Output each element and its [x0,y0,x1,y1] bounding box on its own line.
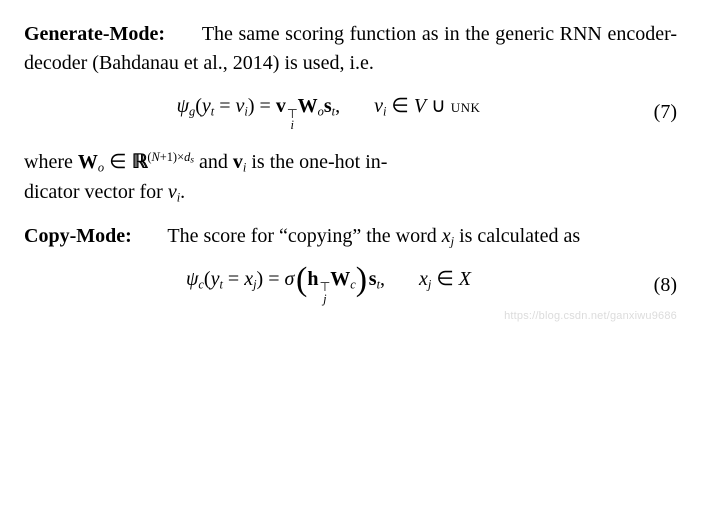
psi: ψ [186,268,198,290]
where: where [24,151,78,173]
exp: (N+1)×ds [147,150,194,164]
cond-v: v [374,95,383,117]
x-lhs: x [244,268,253,290]
rest2: dicator vector for [24,181,168,203]
Wo: W [78,151,98,173]
v-supsub: ⊤i [287,109,298,133]
in: ∈ [386,95,413,117]
equation-7-body: ψg(yt = vi) = v⊤iWost,vi ∈ V ∪ unk [24,92,633,132]
lparen: ( [204,268,211,290]
eq-sign: = [223,268,244,290]
v-sub: i [287,120,298,132]
s-bold: s [324,95,332,117]
rest1: is the one-hot in- [246,151,387,173]
psi: ψ [177,95,189,117]
equation-7: ψg(yt = vi) = v⊤iWost,vi ∈ V ∪ unk (7) [24,92,677,132]
h-bold: h [307,268,318,290]
v-bold: v [276,95,286,117]
comma: , [380,268,385,290]
unk: unk [451,96,481,116]
heading-copy-mode: Copy-Mode: [24,225,132,247]
equation-8: ψc(yt = xj) = σ (h⊤jWc) st,xj ∈ X (8) [24,265,677,305]
rparen: ) [248,95,255,117]
eq-sign: = [214,95,235,117]
h-supsub: ⊤j [319,282,330,306]
lparen: ( [195,95,202,117]
equation-7-number: (7) [633,98,677,127]
xj: x [442,225,451,247]
text-copy-mode-1: The score for “copying” the word [167,225,441,247]
para-generate-mode: Generate-Mode: The same scoring function… [24,20,677,78]
y: y [202,95,211,117]
h-sub: j [319,294,330,306]
cup: ∪ [426,95,451,117]
heading-generate-mode: Generate-Mode: [24,23,165,45]
big-lparen: ( [296,261,307,298]
dot: . [180,181,185,203]
comma: , [335,95,340,117]
s-bold: s [369,268,377,290]
cond-x: x [419,268,428,290]
equals: = [263,268,284,290]
big-rparen: ) [356,261,367,298]
in: ∈ [431,268,458,290]
watermark: https://blog.csdn.net/ganxiwu9686 [504,309,677,325]
equation-8-body: ψc(yt = xj) = σ (h⊤jWc) st,xj ∈ X [24,265,633,305]
in: ∈ [104,151,131,173]
and: and [194,151,233,173]
set-V: V [414,95,426,117]
sigma: σ [284,268,294,290]
vi: v [233,151,243,173]
vi-end: v [168,181,177,203]
para-copy-mode: Copy-Mode: The score for “copying” the w… [24,222,677,252]
text-copy-mode-2: is calculated as [454,225,580,247]
para-where: where Wo ∈ ℝ(N+1)×ds and vi is the one-h… [24,148,677,207]
real-R: ℝ [131,148,147,177]
equals: = [255,95,276,117]
W-bold: W [330,268,350,290]
W-bold: W [298,95,318,117]
equation-8-number: (8) [633,271,677,300]
set-X: X [459,268,471,290]
